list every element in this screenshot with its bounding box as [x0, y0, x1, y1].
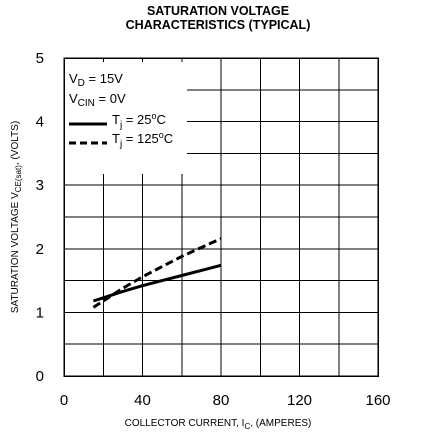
chart-title-line-2: CHARACTERISTICS (TYPICAL) — [126, 18, 311, 32]
x-tick-label: 80 — [213, 392, 230, 409]
y-tick-label: 3 — [36, 177, 44, 194]
legend-25c-main: T — [112, 112, 120, 127]
y-tick-label: 4 — [36, 114, 44, 131]
y-axis-label-sub: CE(sat) — [14, 165, 23, 192]
condition-vd-sub: D — [78, 78, 85, 89]
y-tick-label: 2 — [36, 241, 44, 258]
legend-125c-end: C — [164, 131, 173, 146]
legend-25c-rest: = 25 — [122, 112, 151, 127]
x-axis-label: COLLECTOR CURRENT, IC, (AMPERES) — [125, 418, 312, 431]
chart-title-line-1: SATURATION VOLTAGE — [147, 4, 289, 18]
x-tick-labels: 0408012016010 — [60, 392, 428, 409]
condition-vd-main: V — [69, 71, 78, 86]
condition-vcin-rest: = 0V — [95, 91, 126, 106]
legend-125c-main: T — [112, 131, 120, 146]
legend-125c-rest: = 125 — [122, 131, 159, 146]
x-tick-label: 40 — [134, 392, 151, 409]
y-tick-label: 0 — [36, 368, 44, 385]
y-tick-label: 5 — [36, 50, 44, 67]
y-tick-labels: 0 1 2 3 4 5 — [36, 50, 44, 385]
legend-25c-end: C — [156, 112, 165, 127]
y-axis-label-prefix: SATURATION VOLTAGE V — [10, 192, 21, 313]
x-axis-label-suffix: , (AMPERES) — [250, 418, 311, 429]
y-axis-label: SATURATION VOLTAGE VCE(sat), (VOLTS) — [10, 121, 23, 313]
y-tick-label: 1 — [36, 304, 44, 321]
x-tick-label: 120 — [287, 392, 312, 409]
x-tick-label: 0 — [60, 392, 68, 409]
condition-vd-rest: = 15V — [85, 71, 123, 86]
condition-vcin-sub: CIN — [78, 98, 95, 109]
x-tick-label: 160 — [365, 392, 390, 409]
x-axis-label-prefix: COLLECTOR CURRENT, I — [125, 418, 245, 429]
condition-vcin-main: V — [69, 91, 78, 106]
y-axis-label-suffix: , (VOLTS) — [10, 121, 21, 165]
